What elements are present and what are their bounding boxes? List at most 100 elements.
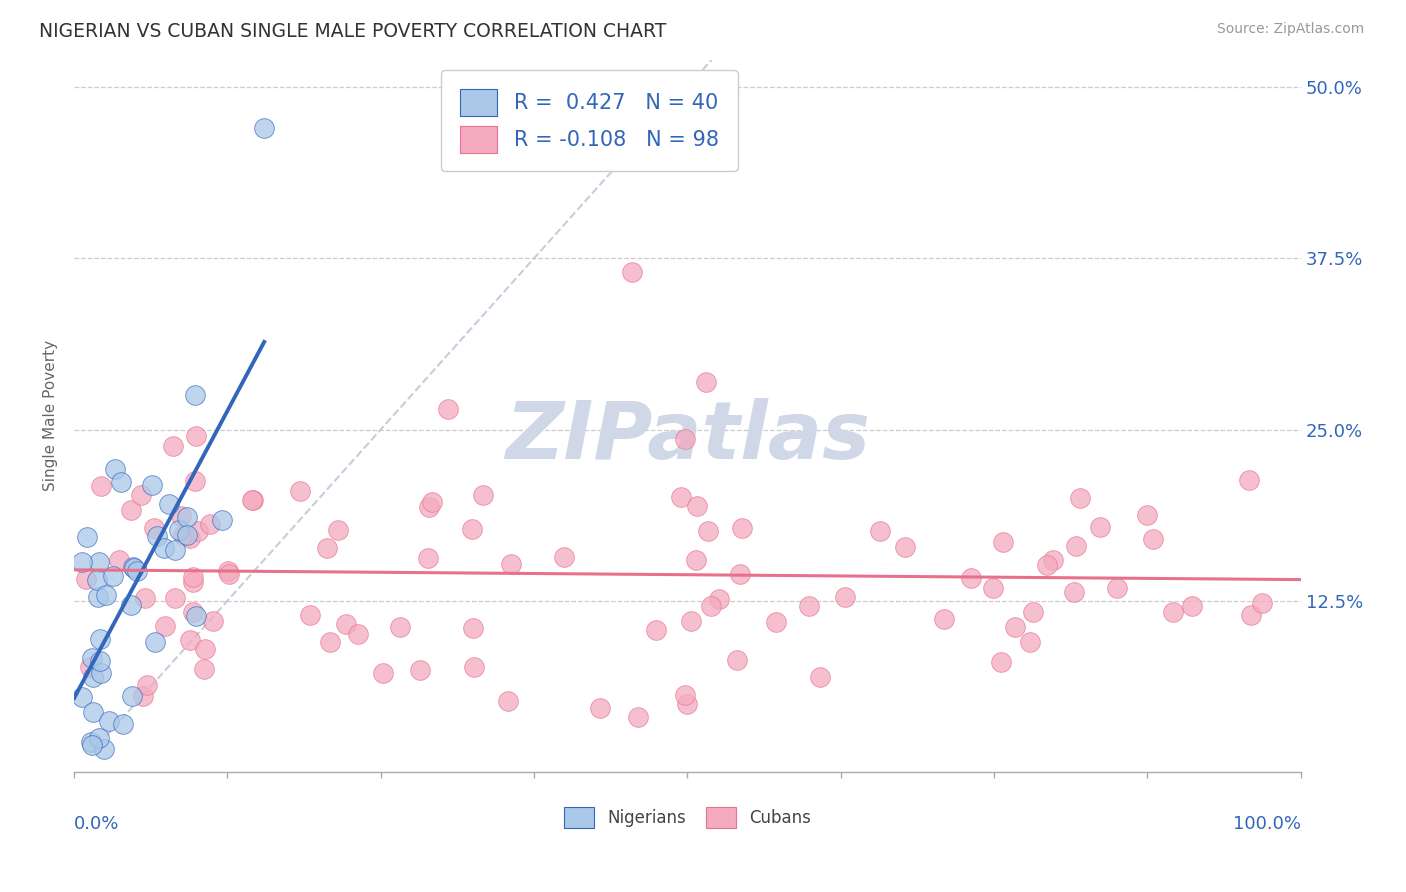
Point bbox=[981, 581, 1004, 595]
Point bbox=[120, 502, 142, 516]
Point bbox=[129, 488, 152, 502]
Point bbox=[799, 599, 821, 613]
Point bbox=[1107, 581, 1129, 595]
Point bbox=[82, 705, 104, 719]
Point bbox=[316, 541, 339, 555]
Point bbox=[681, 614, 703, 628]
Point bbox=[179, 633, 201, 648]
Point bbox=[318, 634, 340, 648]
Point bbox=[142, 521, 165, 535]
Point bbox=[418, 500, 440, 515]
Point bbox=[673, 432, 696, 446]
Point bbox=[588, 701, 610, 715]
Point bbox=[1063, 584, 1085, 599]
Point bbox=[731, 521, 754, 535]
Point bbox=[990, 655, 1012, 669]
Point bbox=[184, 474, 207, 488]
Point bbox=[211, 512, 233, 526]
Point bbox=[79, 660, 101, 674]
Point bbox=[82, 670, 104, 684]
Point bbox=[87, 731, 110, 745]
Y-axis label: Single Male Poverty: Single Male Poverty bbox=[44, 340, 58, 491]
Point bbox=[422, 495, 444, 509]
Point bbox=[730, 567, 752, 582]
Point bbox=[1181, 599, 1204, 613]
Point bbox=[162, 439, 184, 453]
Point bbox=[96, 589, 118, 603]
Point bbox=[89, 556, 111, 570]
Point bbox=[499, 558, 522, 572]
Point bbox=[181, 606, 204, 620]
Point bbox=[725, 653, 748, 667]
Point bbox=[165, 591, 187, 606]
Point bbox=[1163, 605, 1185, 619]
Point bbox=[98, 714, 121, 728]
Point bbox=[167, 523, 190, 537]
Text: Source: ZipAtlas.com: Source: ZipAtlas.com bbox=[1216, 22, 1364, 37]
Point bbox=[76, 529, 98, 543]
Point bbox=[184, 388, 207, 402]
Point bbox=[673, 689, 696, 703]
Point bbox=[181, 575, 204, 590]
Point bbox=[553, 550, 575, 565]
Point bbox=[179, 531, 201, 545]
Point bbox=[671, 490, 693, 504]
Point bbox=[1240, 607, 1263, 622]
Legend: Nigerians, Cubans: Nigerians, Cubans bbox=[557, 800, 818, 835]
Point bbox=[707, 592, 730, 607]
Point bbox=[90, 665, 112, 680]
Point bbox=[75, 572, 97, 586]
Point bbox=[136, 678, 159, 692]
Point bbox=[172, 528, 194, 542]
Text: 100.0%: 100.0% bbox=[1233, 814, 1301, 833]
Point bbox=[240, 492, 263, 507]
Point bbox=[200, 517, 222, 532]
Point bbox=[1064, 540, 1087, 554]
Point bbox=[121, 689, 143, 703]
Point bbox=[1036, 558, 1059, 573]
Point bbox=[388, 619, 411, 633]
Point bbox=[1237, 473, 1260, 487]
Point bbox=[122, 561, 145, 575]
Point bbox=[299, 608, 322, 623]
Point bbox=[695, 375, 717, 389]
Point bbox=[765, 615, 787, 630]
Point bbox=[1069, 491, 1091, 505]
Point bbox=[82, 738, 104, 752]
Point bbox=[153, 619, 176, 633]
Point bbox=[218, 566, 240, 581]
Point bbox=[1042, 553, 1064, 567]
Point bbox=[416, 551, 439, 566]
Point bbox=[134, 591, 156, 606]
Point bbox=[1004, 620, 1026, 634]
Point bbox=[170, 508, 193, 523]
Point bbox=[335, 617, 357, 632]
Point bbox=[437, 401, 460, 416]
Point bbox=[176, 509, 198, 524]
Point bbox=[347, 626, 370, 640]
Point bbox=[471, 488, 494, 502]
Point bbox=[409, 663, 432, 677]
Point bbox=[1251, 596, 1274, 610]
Point bbox=[89, 654, 111, 668]
Point bbox=[122, 560, 145, 574]
Point bbox=[132, 689, 155, 703]
Text: 0.0%: 0.0% bbox=[75, 814, 120, 833]
Point bbox=[93, 742, 115, 756]
Point bbox=[932, 612, 955, 626]
Point bbox=[700, 599, 723, 613]
Point bbox=[101, 568, 124, 582]
Point bbox=[163, 542, 186, 557]
Point bbox=[181, 570, 204, 584]
Point bbox=[184, 609, 207, 624]
Point bbox=[143, 635, 166, 649]
Point bbox=[810, 670, 832, 684]
Text: NIGERIAN VS CUBAN SINGLE MALE POVERTY CORRELATION CHART: NIGERIAN VS CUBAN SINGLE MALE POVERTY CO… bbox=[39, 22, 666, 41]
Point bbox=[326, 523, 349, 537]
Point bbox=[960, 570, 983, 584]
Point bbox=[104, 461, 127, 475]
Point bbox=[686, 500, 709, 514]
Point bbox=[834, 591, 856, 605]
Point bbox=[70, 555, 93, 569]
Point bbox=[644, 624, 666, 638]
